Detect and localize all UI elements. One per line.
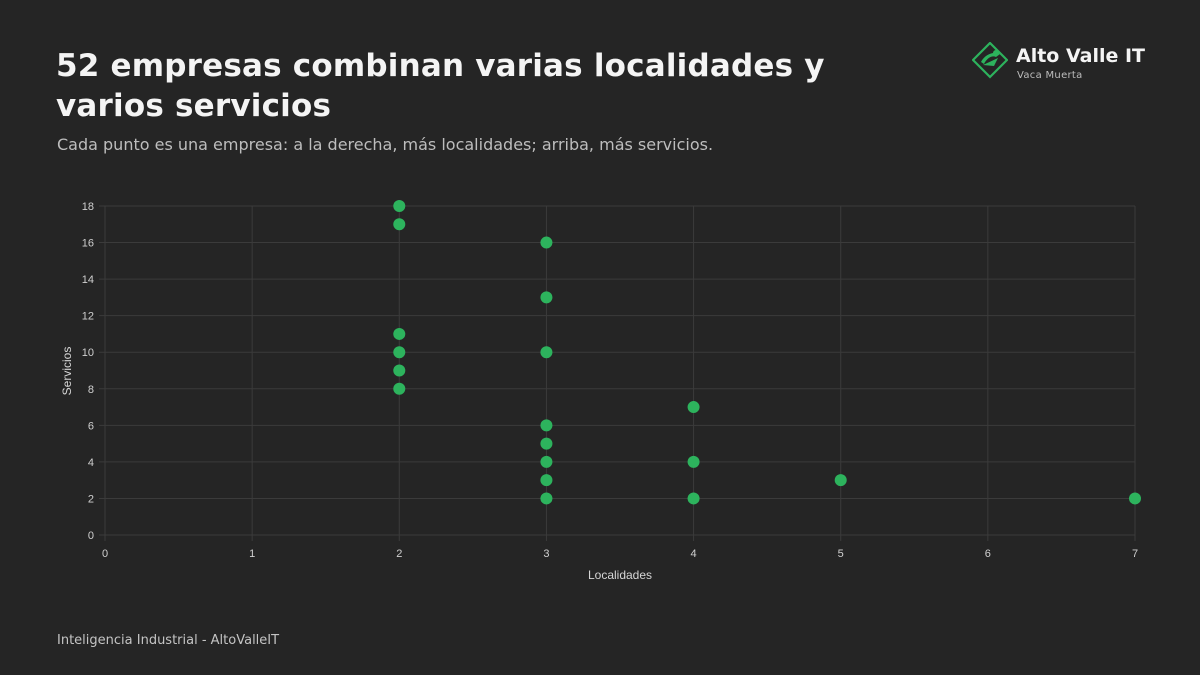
y-tick-label: 8	[88, 384, 94, 396]
y-tick-label: 14	[82, 274, 94, 286]
data-point[interactable]	[540, 346, 553, 359]
data-point[interactable]	[393, 346, 406, 359]
x-axis-label: Localidades	[588, 568, 652, 582]
x-tick-label: 7	[1132, 548, 1138, 560]
data-point[interactable]	[540, 474, 553, 487]
data-point[interactable]	[393, 382, 406, 395]
x-axis-ticks: 0 1 2 3 4 5 6 7	[102, 548, 1138, 560]
y-axis-label: Servicios	[60, 347, 74, 396]
y-tick-label: 0	[88, 530, 94, 542]
data-point[interactable]	[393, 327, 406, 340]
y-tick-label: 16	[82, 238, 94, 250]
data-point[interactable]	[540, 437, 553, 450]
data-point[interactable]	[687, 492, 700, 505]
data-point[interactable]	[393, 200, 406, 212]
footer-credit: Inteligencia Industrial - AltoValleIT	[57, 633, 280, 648]
chart-subtitle: Cada punto es una empresa: a la derecha,…	[57, 135, 714, 154]
y-tick-label: 4	[88, 457, 94, 469]
y-tick-label: 6	[88, 420, 94, 432]
y-tick-label: 12	[82, 311, 94, 323]
data-point[interactable]	[540, 455, 553, 468]
brand-name: Alto Valle IT	[1016, 45, 1146, 67]
x-tick-label: 6	[985, 548, 991, 560]
data-point[interactable]	[834, 474, 847, 487]
grid-lines	[99, 205, 1136, 541]
data-point[interactable]	[540, 492, 553, 505]
data-point[interactable]	[393, 218, 406, 231]
brand-tagline: Vaca Muerta	[1017, 70, 1083, 81]
x-tick-label: 2	[396, 548, 402, 560]
data-point[interactable]	[393, 364, 406, 377]
y-tick-label: 18	[82, 201, 94, 213]
x-tick-label: 3	[543, 548, 549, 560]
y-tick-label: 10	[82, 347, 94, 359]
data-point[interactable]	[540, 236, 553, 249]
y-tick-label: 2	[88, 493, 94, 505]
data-point[interactable]	[687, 455, 700, 468]
data-point[interactable]	[540, 291, 553, 304]
chart-title: 52 empresas combinan varias localidades …	[56, 48, 825, 124]
map-pin-icon	[972, 42, 1008, 79]
x-tick-label: 5	[838, 548, 844, 560]
data-points	[393, 200, 1141, 505]
x-tick-label: 0	[102, 548, 108, 560]
data-point[interactable]	[687, 401, 700, 414]
data-point[interactable]	[540, 419, 553, 432]
x-tick-label: 4	[691, 548, 697, 560]
brand-block: Alto Valle IT Vaca Muerta	[972, 42, 1172, 86]
y-axis-ticks: 0 2 4 6 8 10 12 14 16 18	[82, 201, 94, 542]
x-tick-label: 1	[249, 548, 255, 560]
data-point[interactable]	[1129, 492, 1141, 505]
